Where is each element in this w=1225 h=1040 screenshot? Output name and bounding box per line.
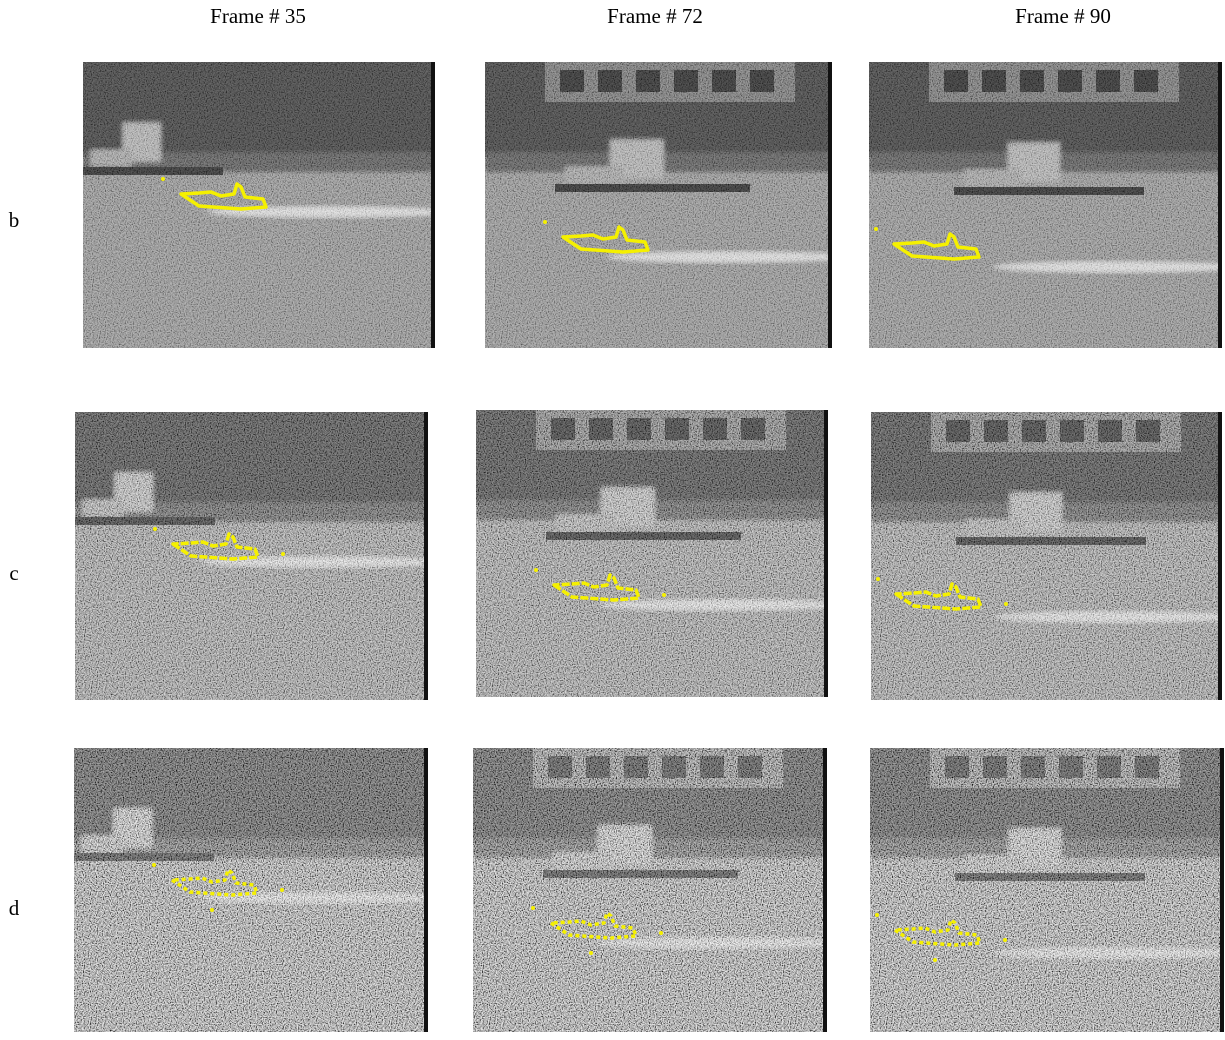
edge (823, 748, 827, 1032)
stray-point (874, 227, 878, 231)
image-panel (75, 412, 446, 700)
noise (870, 748, 1224, 1032)
stray-point (152, 863, 156, 867)
noise (476, 410, 828, 697)
stray-point (280, 888, 284, 892)
column-header: Frame # 35 (210, 4, 306, 28)
image-panel (74, 748, 446, 1032)
edge (424, 748, 428, 1032)
row-label: c (9, 561, 18, 585)
stray-point (153, 527, 157, 531)
image-panel (485, 62, 849, 348)
page: Frame # 35 Frame # 72 Frame # 90 b c d (… (0, 0, 1225, 1035)
stray-point (543, 220, 547, 224)
image-panel (473, 748, 845, 1032)
noise (485, 62, 832, 348)
image-panel (476, 410, 846, 697)
noise (869, 62, 1222, 348)
stray-point (1004, 602, 1008, 606)
stray-point (531, 906, 535, 910)
row-label: d (9, 896, 20, 920)
noise (473, 748, 827, 1032)
stray-point (933, 958, 937, 962)
row-label: b (9, 208, 20, 232)
edge (1218, 412, 1222, 700)
edge (424, 412, 428, 700)
stray-point (876, 577, 880, 581)
edge (431, 62, 435, 348)
stray-point (161, 177, 165, 181)
noise (871, 412, 1222, 700)
edge (824, 410, 828, 697)
image-panel (871, 412, 1225, 700)
column-header: Frame # 72 (607, 4, 703, 28)
image-panel (870, 748, 1225, 1032)
edge (1220, 748, 1224, 1032)
figure: Frame # 35 Frame # 72 Frame # 90 b c d (0, 0, 1225, 1035)
noise (83, 62, 435, 348)
stray-point (534, 568, 538, 572)
edge (1218, 62, 1222, 348)
stray-point (589, 951, 593, 955)
stray-point (210, 908, 214, 912)
edge (828, 62, 832, 348)
stray-point (875, 913, 879, 917)
column-header: Frame # 90 (1015, 4, 1111, 28)
stray-point (281, 552, 285, 556)
image-panel (869, 62, 1225, 348)
stray-point (659, 931, 663, 935)
image-panel (83, 62, 453, 348)
noise (74, 748, 428, 1032)
stray-point (662, 593, 666, 597)
stray-point (1003, 938, 1007, 942)
